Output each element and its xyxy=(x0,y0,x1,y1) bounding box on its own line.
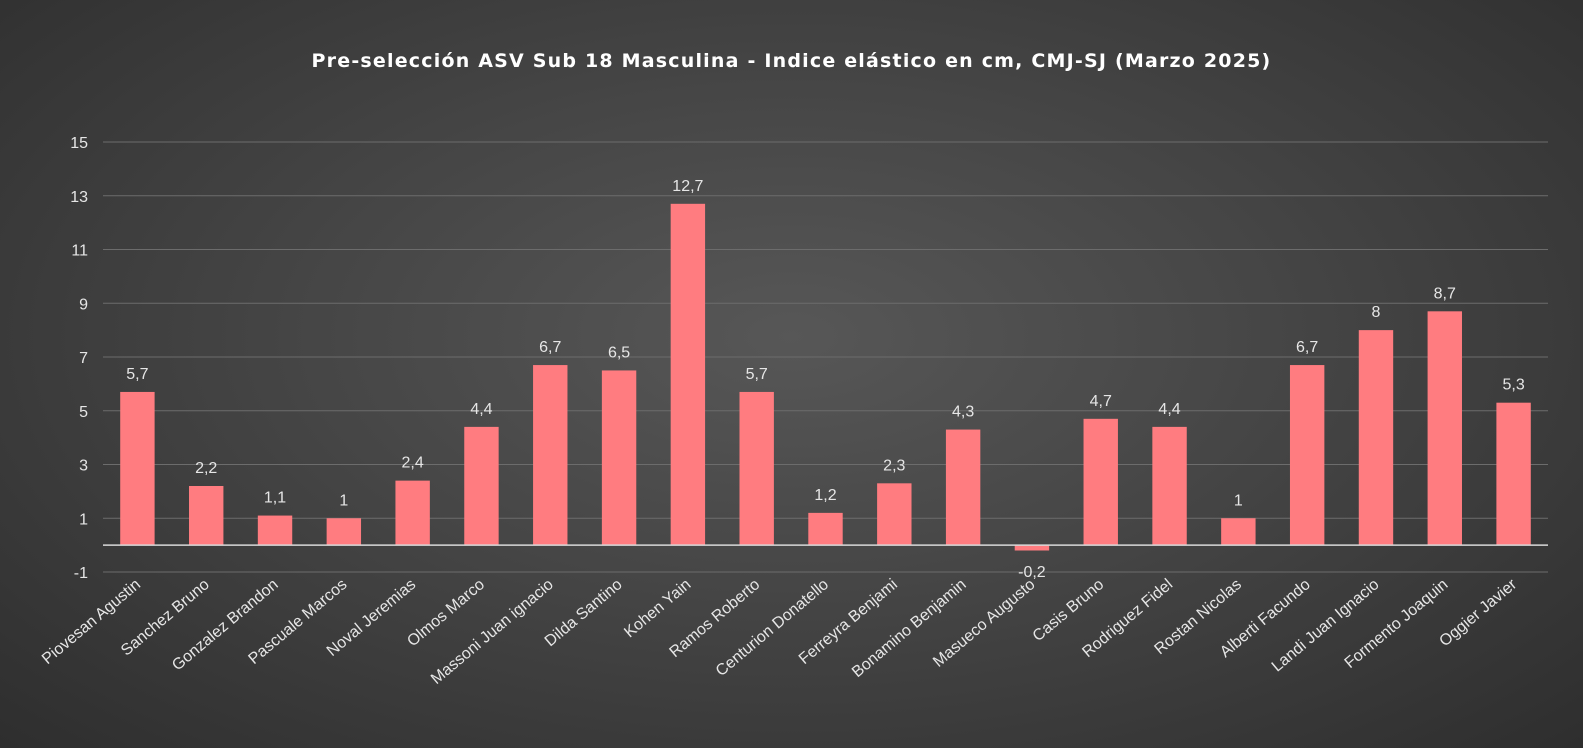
bar xyxy=(1358,330,1394,546)
bar xyxy=(1289,365,1325,546)
y-tick-label: -1 xyxy=(74,565,88,582)
data-label: 1 xyxy=(1234,492,1243,509)
bar xyxy=(1221,518,1256,546)
x-tick-label: Massoni Juan ignacio xyxy=(428,576,557,688)
bar xyxy=(739,391,774,546)
data-label: 8 xyxy=(1372,304,1381,321)
data-labels: 5,7 2,2 1,1 1 2,4 4,4 6,7 6,5 12,7 5,7 1,2 2,3 4,3 -0… xyxy=(126,178,1525,581)
data-label: 5,7 xyxy=(746,366,768,383)
bar xyxy=(670,203,706,546)
data-label: 6,7 xyxy=(539,339,561,356)
data-label: 5,7 xyxy=(126,366,148,383)
data-label: 6,7 xyxy=(1296,339,1318,356)
x-tick-label: Bonamino Benjamin xyxy=(849,576,970,681)
data-label: -0,2 xyxy=(1018,564,1046,581)
data-label: 1,2 xyxy=(814,487,836,504)
y-tick-label: 5 xyxy=(79,404,88,421)
chart-title: Pre-selección ASV Sub 18 Masculina - Ind… xyxy=(311,50,1272,72)
bar xyxy=(120,391,155,546)
data-label: 4,4 xyxy=(1158,401,1180,418)
data-label: 2,4 xyxy=(402,455,424,472)
bar xyxy=(1427,311,1462,546)
bar xyxy=(395,480,430,546)
bar xyxy=(808,512,843,546)
bar xyxy=(1014,545,1050,551)
bar xyxy=(257,515,293,546)
bar xyxy=(1152,426,1187,546)
data-label: 12,7 xyxy=(672,178,703,195)
y-tick-label: 9 xyxy=(79,296,88,313)
data-label: 1,1 xyxy=(264,490,286,507)
data-label: 4,4 xyxy=(470,401,492,418)
gridlines xyxy=(103,141,1548,573)
data-label: 2,3 xyxy=(883,457,905,474)
data-label: 2,2 xyxy=(195,460,217,477)
data-label: 8,7 xyxy=(1434,285,1456,302)
bars xyxy=(120,203,1531,551)
y-tick-label: 11 xyxy=(71,243,88,260)
bar xyxy=(326,518,362,546)
bar xyxy=(1496,402,1531,546)
data-label: 4,3 xyxy=(952,404,974,421)
bar xyxy=(601,370,637,546)
bar xyxy=(464,426,499,546)
y-tick-label: 13 xyxy=(70,189,88,206)
x-tick-label: Centurion Donatello xyxy=(713,576,832,680)
data-label: 6,5 xyxy=(608,344,630,361)
data-label: 5,3 xyxy=(1502,377,1524,394)
y-tick-label: 7 xyxy=(79,350,88,367)
bar xyxy=(189,486,224,546)
bar xyxy=(877,483,912,546)
bar xyxy=(945,429,981,546)
x-tick-label: Kohen Yain xyxy=(621,576,694,641)
y-tick-label: 15 xyxy=(70,135,88,152)
y-tick-label: 1 xyxy=(79,511,88,528)
data-label: 4,7 xyxy=(1090,393,1112,410)
y-tick-label: 3 xyxy=(79,458,88,475)
bar xyxy=(1083,418,1118,546)
bar xyxy=(533,365,568,546)
data-label: 1 xyxy=(339,492,348,509)
